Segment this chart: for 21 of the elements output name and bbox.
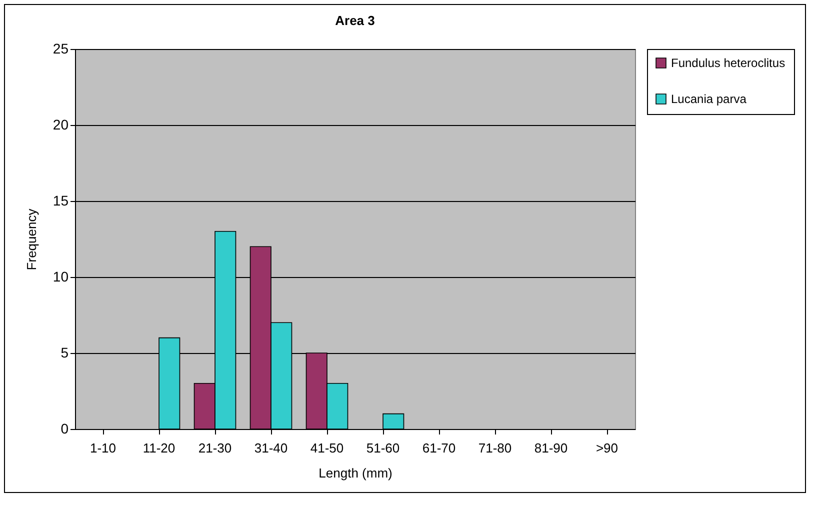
y-tick-label: 10: [52, 268, 69, 284]
x-tick-label: 11-20: [142, 440, 176, 456]
x-tick-label: 61-70: [422, 440, 456, 456]
x-tick-label: >90: [596, 440, 618, 456]
y-tick-label: 20: [52, 116, 69, 132]
x-tick-label: 51-60: [366, 440, 400, 456]
x-tick-label: 41-50: [310, 440, 344, 456]
y-axis-title: Frequency: [24, 208, 39, 270]
y-tick-label: 25: [52, 40, 69, 56]
x-tick-label: 31-40: [254, 440, 288, 456]
chart-title: Area 3: [335, 13, 375, 28]
x-axis-title: Length (mm): [318, 466, 392, 480]
x-tick-label: 71-80: [478, 440, 512, 456]
x-tick-label: 1-10: [90, 440, 116, 456]
y-tick-label: 5: [60, 344, 69, 360]
x-tick-label: 21-30: [198, 440, 232, 456]
y-tick-label: 0: [60, 420, 69, 436]
y-tick-label: 15: [52, 192, 69, 208]
x-tick-label: 81-90: [534, 440, 568, 456]
legend-label: Fundulus heteroclitus: [671, 56, 786, 70]
legend-label: Lucania parva: [671, 92, 747, 106]
